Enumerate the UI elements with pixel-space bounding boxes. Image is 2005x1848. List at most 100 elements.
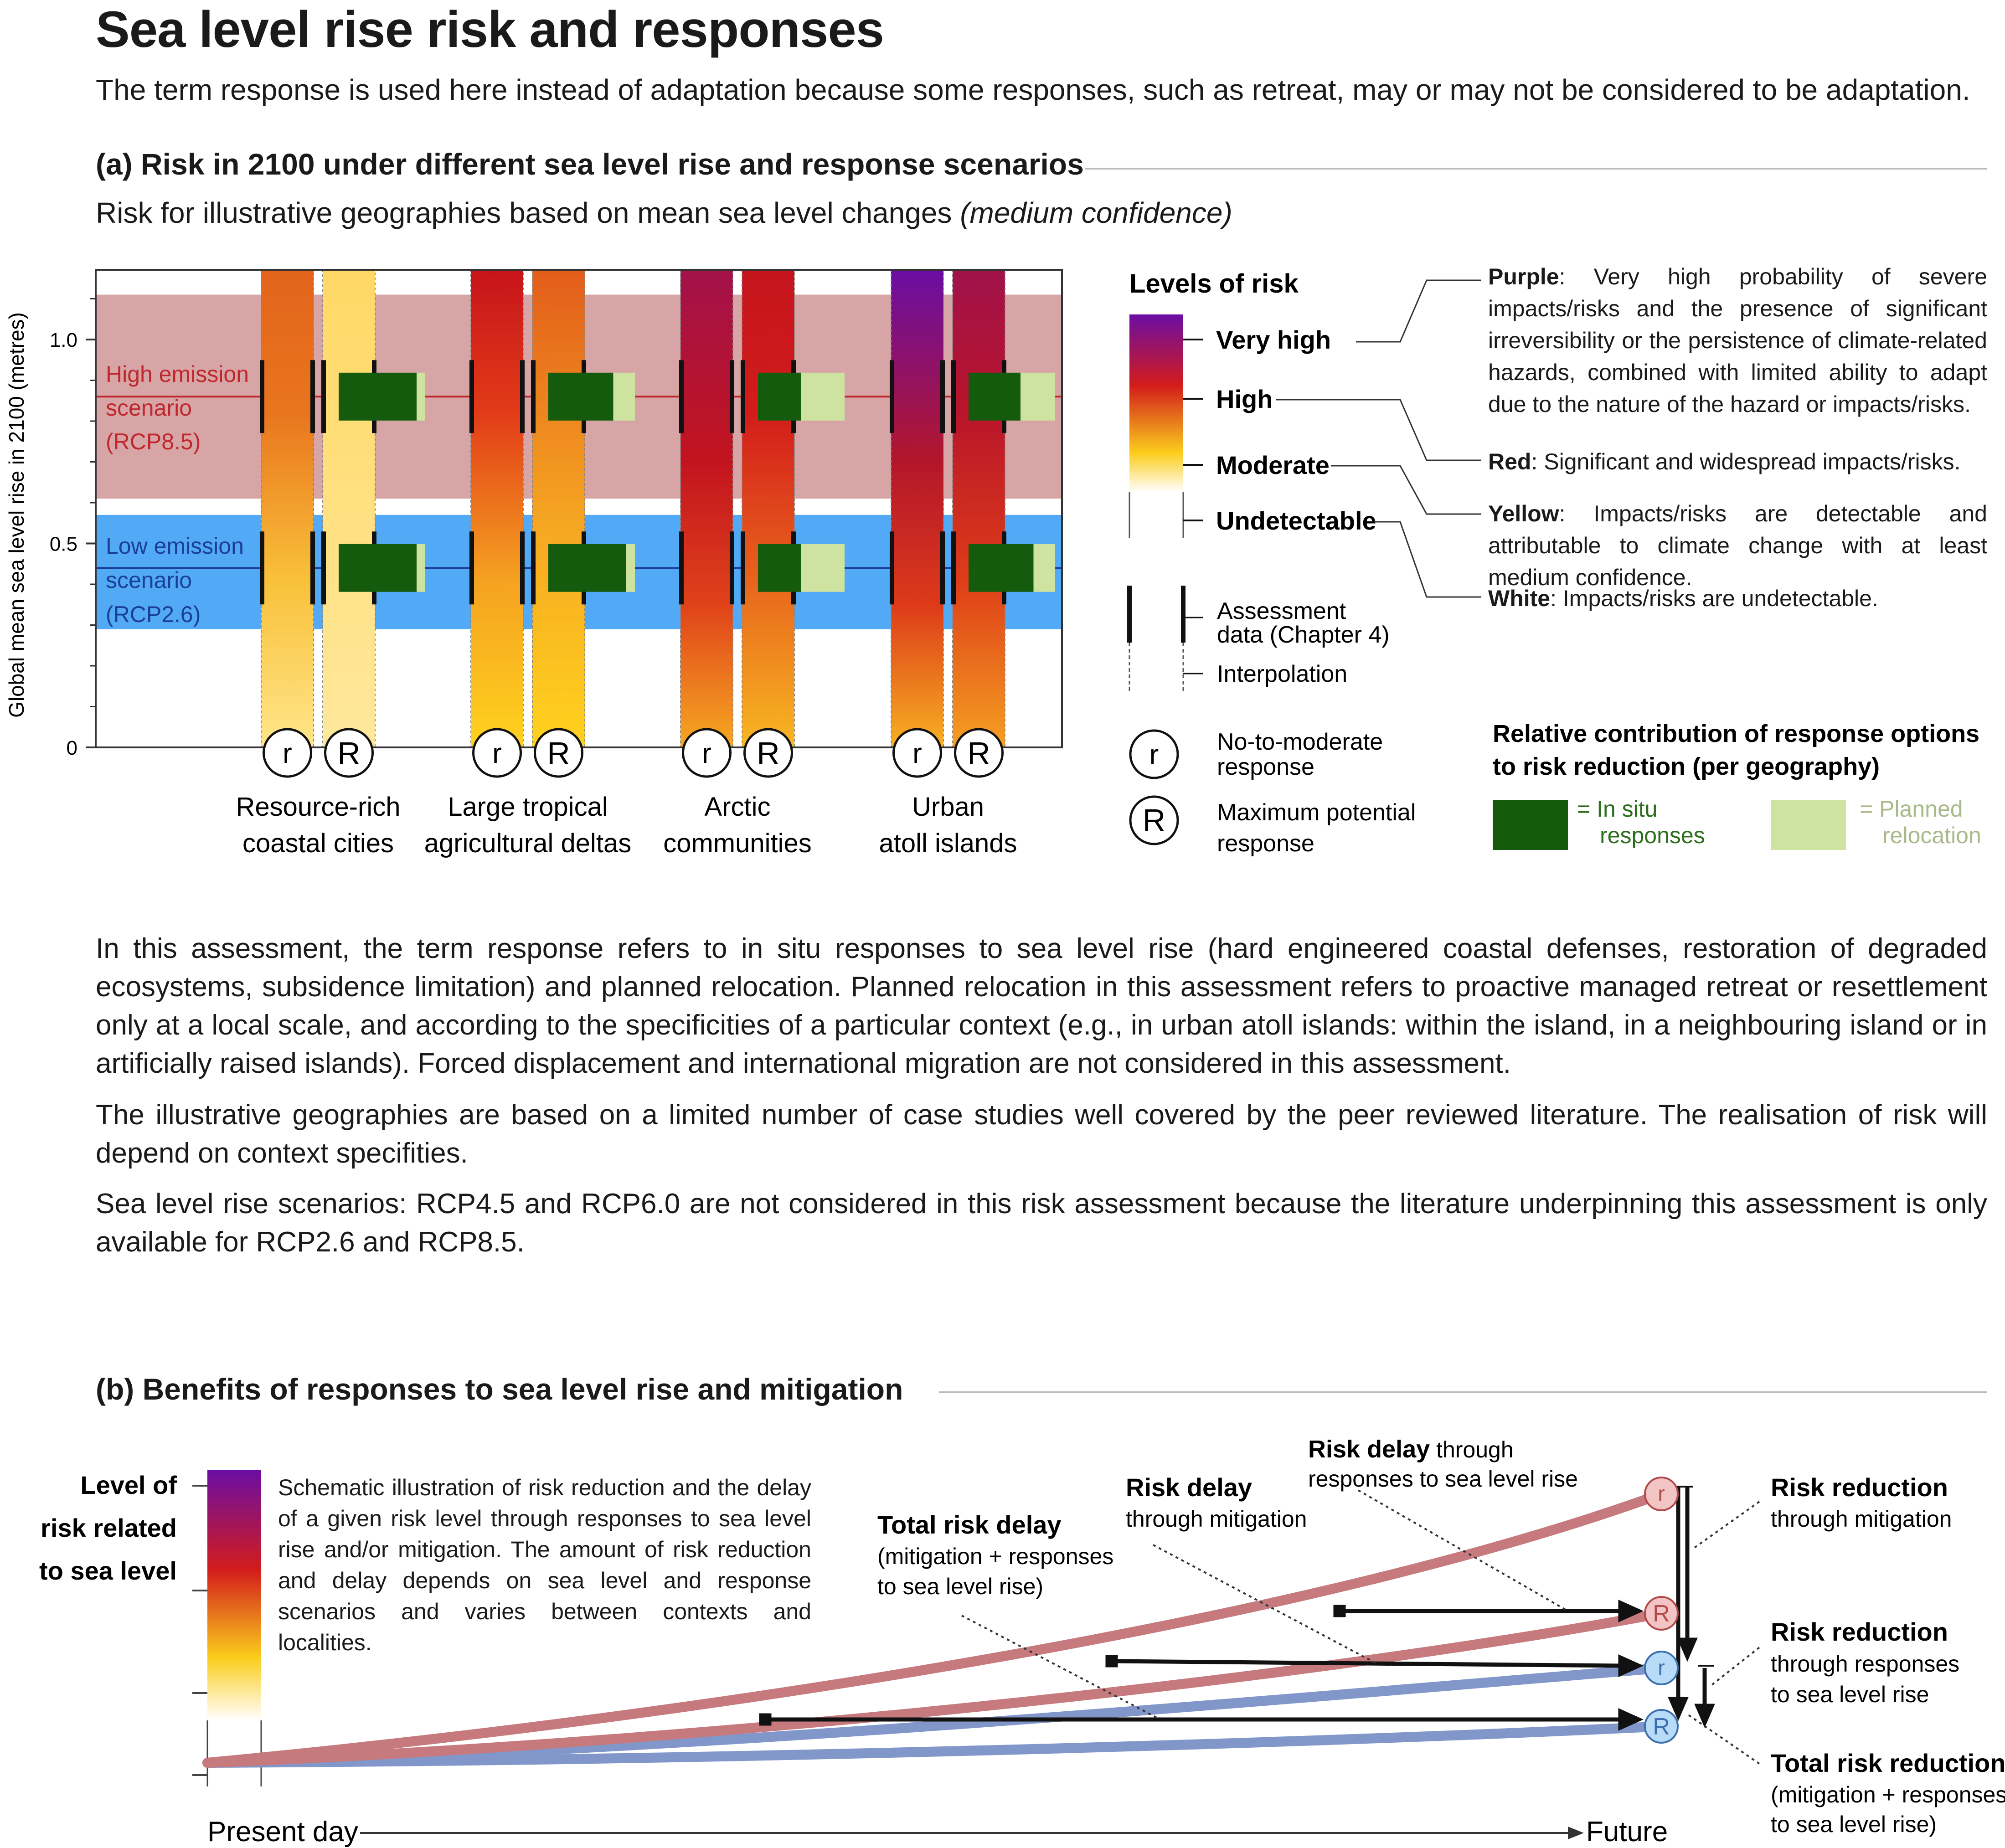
delay-mitigation-start <box>1105 1655 1118 1668</box>
legend-desc-white-key: White <box>1488 586 1551 611</box>
legend-r-label-2: response <box>1217 754 1314 780</box>
end-circle-1 <box>1644 1596 1679 1631</box>
insitu-contribution-low <box>339 544 417 592</box>
total-delay-line3: to sea level rise) <box>877 1574 1043 1599</box>
end-label-0: r <box>1658 1482 1665 1505</box>
section-a-title: (a) Risk in 2100 under different sea lev… <box>96 147 1084 181</box>
curve-high-maximum-response <box>202 1608 1666 1768</box>
connector-high <box>1276 399 1481 461</box>
geography-label-2-1: Arctic <box>705 792 771 822</box>
risk-chart: 0 0.5 1.0 High emission scenario (RCP8.5) Low… <box>50 269 1063 858</box>
legend-desc-purple-key: Purple <box>1488 264 1559 289</box>
risk-bar-R <box>532 269 585 748</box>
response-symbol-r: r <box>492 738 502 769</box>
response-circle-R <box>743 728 793 778</box>
legend-desc-purple-text: : Very high probability of severe impact… <box>1488 264 1987 417</box>
delay-response-title: Risk delay through <box>1308 1436 1514 1463</box>
schematic-ylabel-1: Level of <box>80 1471 177 1499</box>
risk-bar-r <box>261 269 314 748</box>
legend-desc-yellow: Yellow: Impacts/risks are detectable and… <box>1488 498 1987 593</box>
legend-title: Levels of risk <box>1129 269 1299 299</box>
total-delay-arrowhead <box>1618 1708 1644 1731</box>
total-reduction-arrowhead <box>1668 1697 1689 1721</box>
geography-label-1-2: agricultural deltas <box>424 829 632 858</box>
risk-bar-R <box>322 269 376 748</box>
geography-label-2-2: communities <box>663 829 812 858</box>
benefits-schematic: Level of risk related to sea level <box>39 1436 2005 1848</box>
x-end-label: Future <box>1586 1816 1668 1848</box>
legend-r-circle <box>1129 729 1179 779</box>
leader-delay-response <box>1358 1489 1568 1612</box>
planned-swatch <box>1771 800 1846 850</box>
reduction-mitigation-arrowhead <box>1677 1637 1698 1662</box>
end-label-3: R <box>1653 1714 1670 1740</box>
legend-level-1: High <box>1216 385 1273 413</box>
delay-mitigation-arrow <box>1112 1659 1623 1668</box>
schematic-ylabel-3: to sea level <box>39 1556 177 1585</box>
contrib-title-1: Relative contribution of response option… <box>1493 720 1979 747</box>
response-circle-r <box>682 728 732 778</box>
insitu-contribution-high <box>969 372 1021 421</box>
response-circle-R <box>534 728 583 778</box>
total-reduction-title: Total risk reduction <box>1771 1749 2005 1777</box>
low-scenario-label-2: scenario <box>106 567 192 593</box>
low-scenario-label-1: Low emission <box>106 533 244 559</box>
response-symbol-R: R <box>547 736 570 771</box>
connector-very-high <box>1356 279 1481 343</box>
leader-total-reduction <box>1685 1713 1760 1765</box>
curve-low-maximum-response <box>202 1721 1666 1768</box>
curve-high-no-response <box>202 1489 1666 1768</box>
delay-mitigation-line2: through mitigation <box>1126 1506 1307 1532</box>
high-scenario-label-2: scenario <box>106 395 192 421</box>
delay-response-start <box>1333 1605 1346 1617</box>
end-circle-2 <box>1644 1651 1679 1685</box>
time-axis-arrowhead <box>1568 1827 1584 1839</box>
schematic-risk-bar <box>207 1470 261 1720</box>
legend-desc-yellow-text: : Impacts/risks are detectable and attri… <box>1488 501 1987 590</box>
interpolation-label: Interpolation <box>1217 661 1347 687</box>
delay-mitigation-title: Risk delay <box>1126 1473 1252 1502</box>
reduction-response-line3: to sea level rise <box>1771 1682 1929 1707</box>
risk-bar-r <box>680 269 733 748</box>
paragraph-3: Sea level rise scenarios: RCP4.5 and RCP… <box>96 1188 1987 1258</box>
connector-moderate <box>1331 465 1481 515</box>
response-symbol-r: r <box>702 738 711 769</box>
geography-group-3 <box>890 269 1055 748</box>
section-b-title: (b) Benefits of responses to sea level r… <box>96 1372 903 1406</box>
section-a-subtitle: Risk for illustrative geographies based … <box>96 196 1232 230</box>
high-scenario-label-1: High emission <box>106 361 249 387</box>
delay-response-title-rest: through <box>1430 1437 1513 1462</box>
response-symbol-r: r <box>283 738 292 769</box>
delay-response-arrowhead <box>1618 1600 1644 1622</box>
insitu-contribution-high <box>548 372 613 421</box>
paragraph-1: In this assessment, the term response re… <box>96 933 1987 1079</box>
risk-bar-R <box>952 269 1005 748</box>
legend-R-symbol: R <box>1143 803 1166 838</box>
insitu-contribution-high <box>339 372 417 421</box>
x-start-label: Present day <box>207 1816 358 1848</box>
planned-contribution-low <box>626 544 635 592</box>
geography-group-2 <box>679 269 845 748</box>
response-symbol-R: R <box>967 736 990 771</box>
geography-label-1-1: Large tropical <box>448 792 608 822</box>
response-circle-r <box>892 728 942 778</box>
schematic-description: Schematic illustration of risk reduction… <box>278 1475 811 1655</box>
risk-bar-r <box>470 269 524 748</box>
total-reduction-line2: (mitigation + responses <box>1771 1782 2005 1807</box>
insitu-contribution-low <box>548 544 626 592</box>
response-symbol-R: R <box>337 736 361 771</box>
insitu-swatch <box>1493 800 1568 850</box>
y-tick-label-1: 0.5 <box>50 533 77 556</box>
total-reduction-line3: to sea level rise) <box>1771 1812 1937 1837</box>
reduction-mitigation-title: Risk reduction <box>1771 1473 1948 1502</box>
legend-R-circle <box>1129 795 1179 845</box>
legend-desc-red-text: : Significant and widespread impacts/ris… <box>1531 449 1961 474</box>
reduction-response-title: Risk reduction <box>1771 1617 1948 1646</box>
legend: Levels of risk Very high High Moderate Unde… <box>1127 269 1981 857</box>
contrib-title-2: to risk reduction (per geography) <box>1493 753 1880 780</box>
planned-label-2: relocation <box>1882 823 1981 848</box>
end-label-1: R <box>1653 1601 1670 1627</box>
legend-desc-red: Red: Significant and widespread impacts/… <box>1488 446 1987 478</box>
leader-reduction-mitigation <box>1691 1501 1760 1550</box>
insitu-label-2: responses <box>1600 823 1705 848</box>
